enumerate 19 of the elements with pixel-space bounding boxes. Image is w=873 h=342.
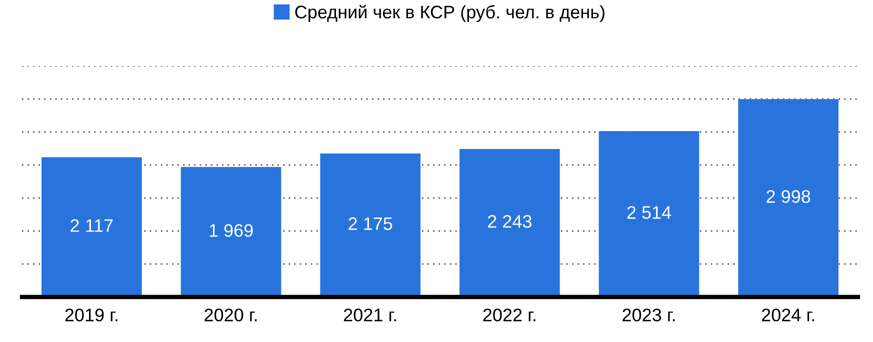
bar	[598, 131, 700, 297]
x-tick-label: 2020 г.	[204, 308, 257, 322]
x-tick-label: 2019 г.	[65, 308, 118, 322]
x-tick-label: 2021 г.	[344, 308, 396, 322]
data-label: 2 514	[627, 206, 672, 219]
x-tick-label: 2022 г.	[483, 308, 536, 322]
data-label: 2 243	[488, 215, 532, 228]
bar	[460, 148, 560, 297]
bar	[180, 167, 282, 297]
data-label: 2 175	[348, 217, 392, 230]
data-label: 2 998	[766, 190, 810, 203]
data-label: 1 969	[210, 224, 253, 237]
x-tick-label: 2024 г.	[762, 308, 814, 322]
x-tick-label: 2023 г.	[622, 308, 675, 322]
bar	[738, 99, 838, 297]
bar	[42, 157, 142, 297]
data-label: 2 117	[70, 219, 113, 232]
legend-label: Средний чек в КСР (руб. чел. в день)	[295, 4, 604, 22]
bar	[320, 153, 420, 297]
